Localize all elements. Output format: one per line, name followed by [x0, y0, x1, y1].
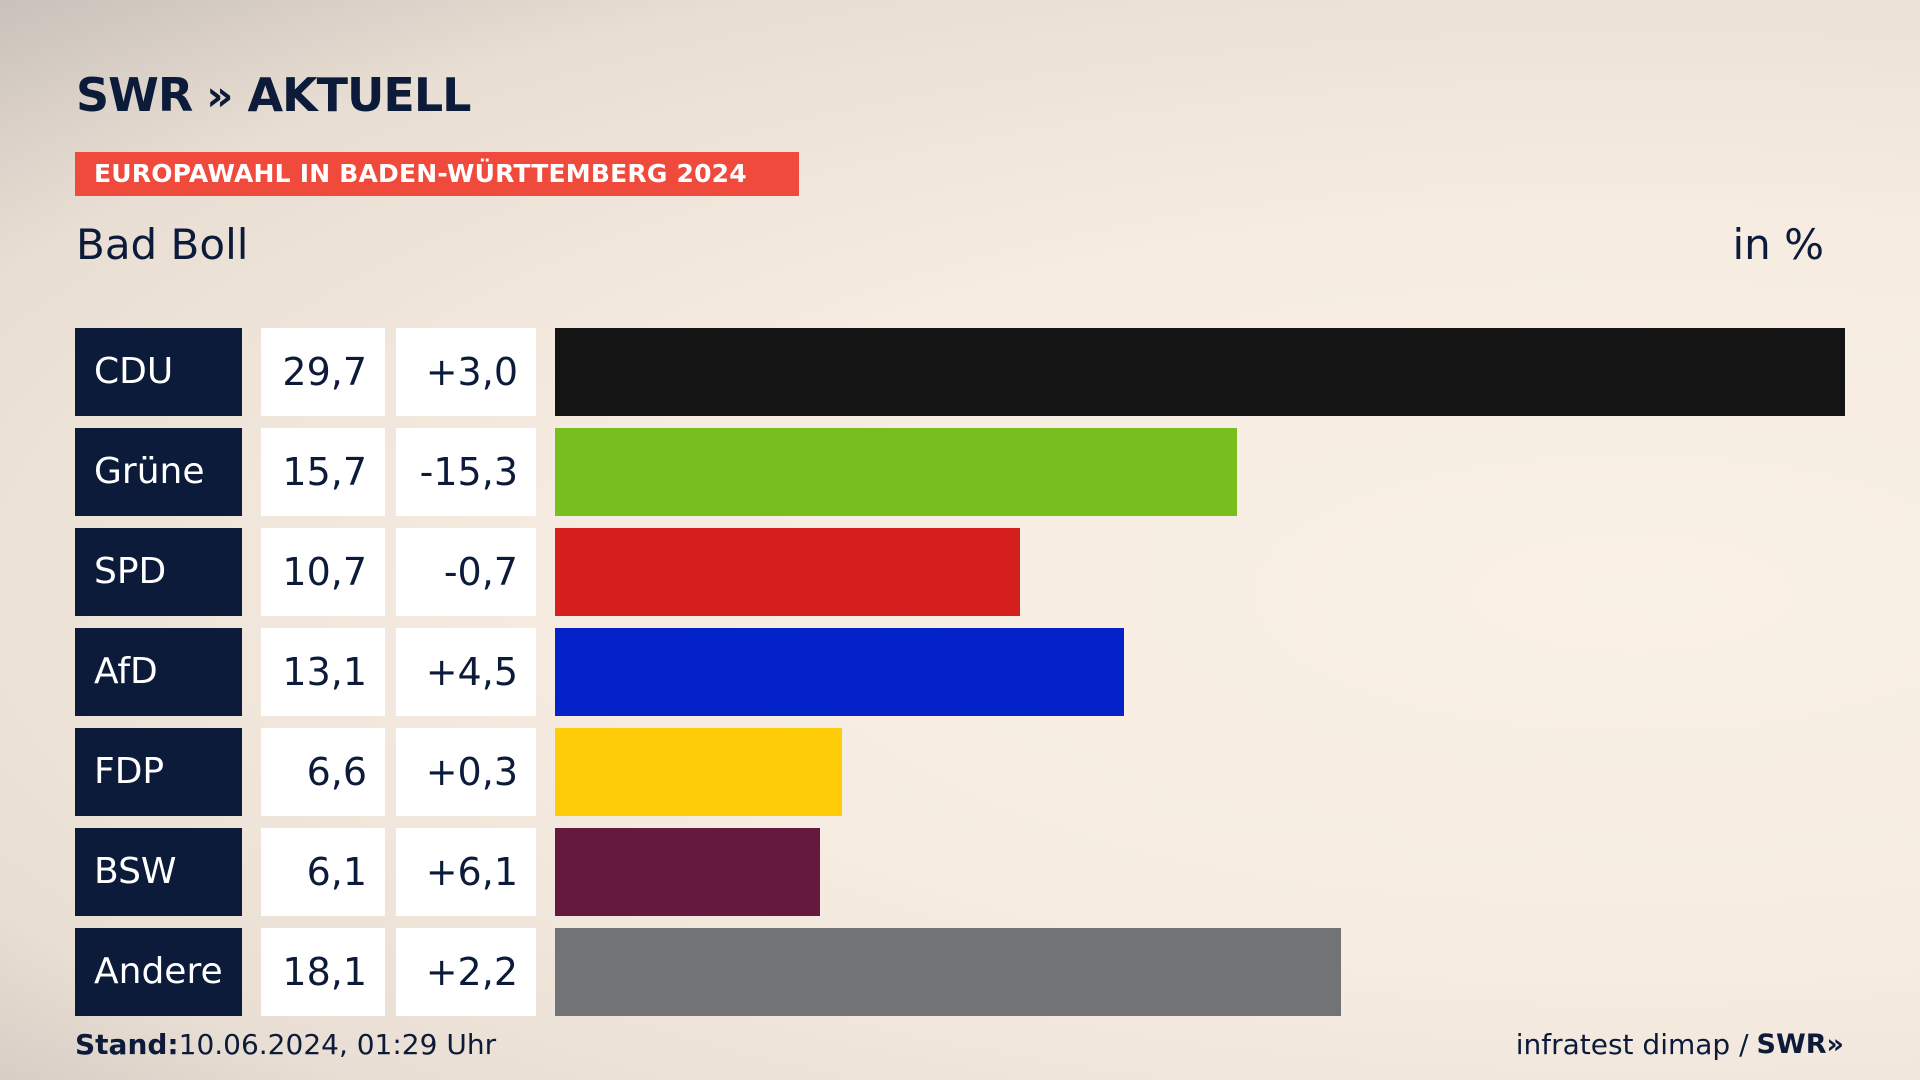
result-bar	[555, 828, 820, 916]
vote-share-label: 10,7	[261, 528, 385, 616]
result-bar	[555, 428, 1237, 516]
result-bar	[555, 728, 842, 816]
vote-share-label: 18,1	[261, 928, 385, 1016]
party-label: CDU	[75, 328, 242, 416]
change-label: +6,1	[396, 828, 536, 916]
swr-small-logo: SWR»	[1756, 1029, 1844, 1060]
location-title: Bad Boll	[76, 220, 249, 269]
result-row: BSW 6,1 +6,1	[0, 828, 1920, 916]
vote-share-label: 29,7	[261, 328, 385, 416]
change-label: +0,3	[396, 728, 536, 816]
result-row: FDP 6,6 +0,3	[0, 728, 1920, 816]
change-label: -15,3	[396, 428, 536, 516]
timestamp: Stand:10.06.2024, 01:29 Uhr	[75, 1028, 496, 1061]
stand-value: 10.06.2024, 01:29 Uhr	[178, 1028, 497, 1061]
vote-share-label: 6,1	[261, 828, 385, 916]
unit-label: in %	[1732, 220, 1824, 269]
result-row: SPD 10,7 -0,7	[0, 528, 1920, 616]
logo-chevron-icon: »	[206, 70, 233, 120]
logo-aktuell: AKTUELL	[247, 68, 471, 122]
vote-share-label: 15,7	[261, 428, 385, 516]
result-bar	[555, 928, 1341, 1016]
vote-share-label: 6,6	[261, 728, 385, 816]
party-label: Grüne	[75, 428, 242, 516]
change-label: +4,5	[396, 628, 536, 716]
result-bar	[555, 328, 1845, 416]
logo-swr: SWR	[76, 68, 193, 122]
stand-label: Stand:	[75, 1028, 179, 1061]
result-row: CDU 29,7 +3,0	[0, 328, 1920, 416]
election-banner: EUROPAWAHL IN BADEN-WÜRTTEMBERG 2024	[75, 152, 799, 196]
result-row: Grüne 15,7 -15,3	[0, 428, 1920, 516]
party-label: Andere	[75, 928, 242, 1016]
source-text: infratest dimap /	[1515, 1028, 1749, 1061]
party-label: AfD	[75, 628, 242, 716]
change-label: +2,2	[396, 928, 536, 1016]
party-label: SPD	[75, 528, 242, 616]
party-label: FDP	[75, 728, 242, 816]
change-label: -0,7	[396, 528, 536, 616]
result-row: AfD 13,1 +4,5	[0, 628, 1920, 716]
result-row: Andere 18,1 +2,2	[0, 928, 1920, 1016]
source-credit: infratest dimap / SWR»	[1516, 1028, 1844, 1061]
change-label: +3,0	[396, 328, 536, 416]
vote-share-label: 13,1	[261, 628, 385, 716]
result-bar	[555, 628, 1124, 716]
swr-aktuell-logo: SWR » AKTUELL	[76, 68, 471, 122]
result-bar	[555, 528, 1020, 616]
party-label: BSW	[75, 828, 242, 916]
